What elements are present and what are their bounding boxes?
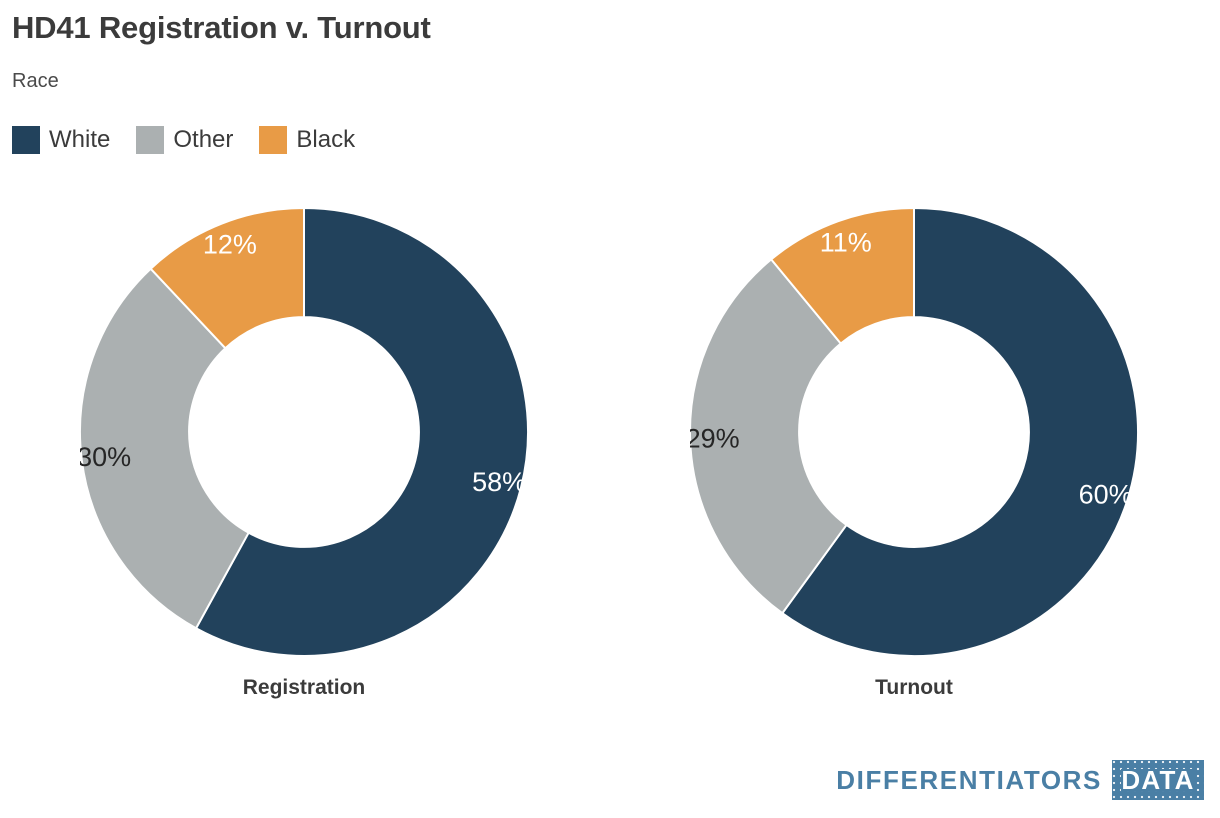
- page-title: HD41 Registration v. Turnout: [12, 10, 431, 45]
- logo-data-label: DATA: [1121, 765, 1195, 795]
- donut-slice[interactable]: [769, 208, 915, 345]
- legend-item-label: Black: [296, 126, 356, 153]
- donut-slice-label: 11%: [820, 227, 872, 257]
- legend-item-label: White: [49, 126, 111, 153]
- legend-title: Race: [12, 70, 59, 92]
- donut-caption: Turnout: [875, 676, 953, 699]
- logo-data-badge: DATA: [1112, 760, 1204, 800]
- legend-swatch-icon: [136, 126, 165, 154]
- donut-slice-label: 29%: [690, 423, 740, 453]
- donut-slice[interactable]: [80, 267, 250, 630]
- donut-svg: 60% 29% 11%: [690, 208, 1138, 656]
- legend-swatch-icon: [259, 126, 288, 154]
- donut-slice[interactable]: [149, 208, 305, 350]
- donut-slice[interactable]: [194, 208, 528, 656]
- donut-slice[interactable]: [780, 208, 1138, 656]
- legend-item-label: Other: [173, 126, 234, 153]
- brand-logo: DIFFERENTIATORS DATA: [836, 760, 1204, 800]
- donut-chart-registration: 58% 30% 12% Registration: [80, 208, 528, 700]
- donut-caption: Registration: [242, 676, 366, 699]
- donut-svg: 58% 30% 12%: [80, 208, 528, 656]
- donut-slice-label: 12%: [203, 230, 257, 260]
- donut-slice-label: 58%: [472, 467, 526, 497]
- donut-slice-label: 60%: [1079, 479, 1133, 509]
- chart-legend: White Other Black: [12, 126, 355, 154]
- donut-chart-turnout: 60% 29% 11% Turnout: [690, 208, 1138, 700]
- donut-slice-label: 30%: [80, 442, 131, 472]
- legend-item-black[interactable]: Black: [259, 126, 355, 154]
- legend-item-other[interactable]: Other: [136, 126, 233, 154]
- legend-item-white[interactable]: White: [12, 126, 110, 154]
- logo-wordmark: DIFFERENTIATORS: [836, 765, 1102, 795]
- donut-slice[interactable]: [690, 257, 848, 615]
- legend-swatch-icon: [12, 126, 40, 154]
